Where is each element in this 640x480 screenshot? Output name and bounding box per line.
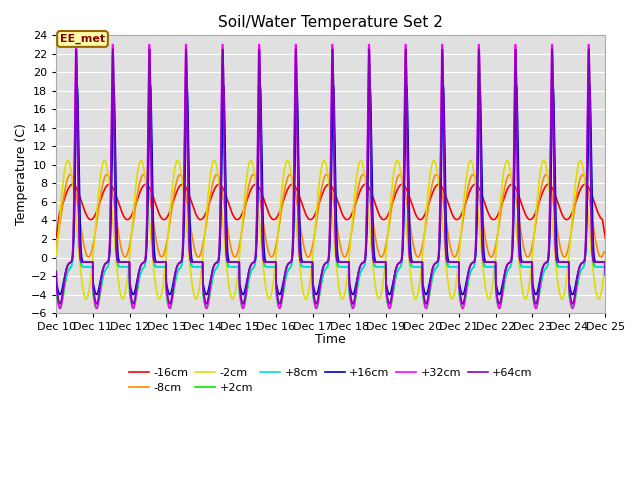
- +16cm: [239, 292, 247, 298]
- -8cm: [396, 172, 403, 178]
- -16cm: [572, 200, 579, 205]
- Line: +16cm: +16cm: [56, 86, 605, 295]
- Line: +2cm: +2cm: [56, 63, 605, 309]
- +8cm: [476, 79, 483, 84]
- +64cm: [239, 301, 247, 307]
- +8cm: [312, 301, 320, 307]
- +64cm: [579, 260, 586, 265]
- +8cm: [579, 265, 586, 271]
- +2cm: [579, 265, 586, 271]
- -2cm: [100, 157, 108, 163]
- +32cm: [470, 260, 477, 265]
- Title: Soil/Water Temperature Set 2: Soil/Water Temperature Set 2: [218, 15, 444, 30]
- -16cm: [142, 181, 150, 187]
- -16cm: [469, 182, 477, 188]
- X-axis label: Time: Time: [316, 334, 346, 347]
- -2cm: [83, 296, 90, 302]
- +2cm: [572, 294, 579, 300]
- +2cm: [454, 264, 461, 270]
- -8cm: [470, 172, 477, 178]
- -16cm: [239, 209, 247, 215]
- Y-axis label: Temperature (C): Temperature (C): [15, 123, 28, 225]
- +8cm: [52, 277, 60, 283]
- +2cm: [52, 279, 60, 285]
- -16cm: [454, 216, 461, 222]
- -2cm: [572, 179, 580, 184]
- +64cm: [572, 286, 580, 292]
- -16cm: [579, 183, 586, 189]
- +16cm: [579, 260, 586, 266]
- +2cm: [56, 306, 64, 312]
- +8cm: [56, 301, 64, 307]
- +32cm: [312, 306, 320, 312]
- +32cm: [572, 289, 580, 295]
- +2cm: [585, 60, 593, 66]
- +64cm: [602, 271, 609, 276]
- +64cm: [454, 259, 461, 265]
- Text: EE_met: EE_met: [60, 34, 105, 44]
- -2cm: [454, 266, 461, 272]
- -16cm: [602, 236, 609, 241]
- +8cm: [469, 264, 477, 270]
- -2cm: [602, 256, 609, 262]
- -2cm: [312, 210, 320, 216]
- +8cm: [602, 269, 609, 275]
- -8cm: [579, 172, 586, 178]
- +16cm: [454, 259, 461, 265]
- +16cm: [470, 260, 477, 265]
- Line: +32cm: +32cm: [56, 45, 605, 309]
- +32cm: [72, 42, 79, 48]
- Line: -8cm: -8cm: [56, 175, 605, 257]
- -16cm: [52, 234, 60, 240]
- +16cm: [312, 292, 320, 298]
- +64cm: [470, 260, 477, 265]
- +32cm: [239, 306, 247, 312]
- -8cm: [454, 248, 461, 253]
- +32cm: [312, 306, 320, 312]
- -8cm: [312, 220, 320, 226]
- -8cm: [52, 247, 60, 252]
- -8cm: [378, 254, 385, 260]
- +32cm: [52, 270, 60, 276]
- +32cm: [602, 272, 609, 278]
- -2cm: [579, 162, 586, 168]
- +8cm: [239, 301, 247, 307]
- +32cm: [579, 260, 586, 265]
- +16cm: [572, 281, 580, 287]
- -8cm: [572, 198, 580, 204]
- -8cm: [602, 250, 609, 256]
- Line: -16cm: -16cm: [56, 184, 605, 239]
- +64cm: [312, 301, 320, 307]
- +16cm: [366, 84, 374, 89]
- -2cm: [239, 211, 247, 217]
- -16cm: [312, 209, 320, 215]
- -2cm: [52, 252, 60, 258]
- Line: +64cm: +64cm: [56, 49, 605, 304]
- +64cm: [312, 301, 320, 307]
- +16cm: [56, 292, 64, 298]
- +2cm: [469, 265, 477, 271]
- Line: -2cm: -2cm: [56, 160, 605, 299]
- +32cm: [454, 259, 461, 265]
- Legend: -16cm, -8cm, -2cm, +2cm, +8cm, +16cm, +32cm, +64cm: -16cm, -8cm, -2cm, +2cm, +8cm, +16cm, +3…: [125, 363, 537, 397]
- +16cm: [52, 271, 60, 276]
- Line: +8cm: +8cm: [56, 82, 605, 304]
- +8cm: [454, 264, 461, 270]
- +2cm: [602, 270, 609, 276]
- +64cm: [109, 47, 116, 52]
- -2cm: [470, 166, 477, 171]
- +16cm: [602, 264, 609, 270]
- +2cm: [239, 306, 247, 312]
- +8cm: [572, 290, 580, 296]
- +64cm: [52, 268, 60, 274]
- -8cm: [239, 221, 247, 227]
- +2cm: [312, 306, 320, 312]
